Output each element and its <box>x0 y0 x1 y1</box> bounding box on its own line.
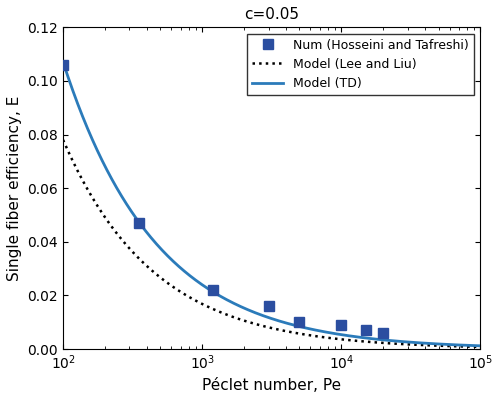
Title: c=0.05: c=0.05 <box>244 7 300 22</box>
Legend: Num (Hosseini and Tafreshi), Model (Lee and Liu), Model (TD): Num (Hosseini and Tafreshi), Model (Lee … <box>247 34 474 95</box>
X-axis label: Péclet number, Pe: Péclet number, Pe <box>202 378 342 393</box>
Y-axis label: Single fiber efficiency, E: Single fiber efficiency, E <box>7 96 22 281</box>
